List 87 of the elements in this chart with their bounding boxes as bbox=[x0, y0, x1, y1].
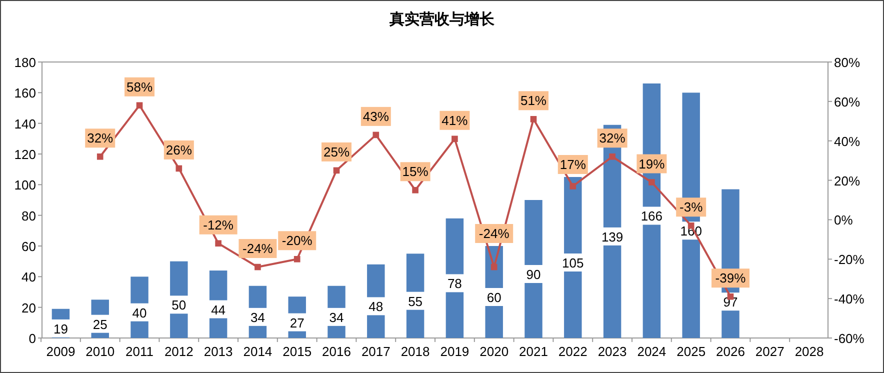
x-tick-label: 2025 bbox=[676, 344, 706, 359]
data-label: 48 bbox=[368, 299, 384, 314]
y2-tick-label: 80% bbox=[834, 55, 860, 70]
data-label: 78 bbox=[447, 276, 462, 292]
data-label: 32% bbox=[599, 130, 626, 146]
data-label: 34 bbox=[250, 310, 265, 325]
y-tick-label: 180 bbox=[14, 55, 36, 70]
point bbox=[570, 183, 576, 190]
point bbox=[333, 167, 340, 174]
x-tick-label: 2026 bbox=[716, 344, 745, 359]
point bbox=[490, 264, 498, 270]
point bbox=[254, 264, 261, 270]
y2-tick-label: 40% bbox=[834, 134, 860, 149]
y-tick-label: 20 bbox=[22, 300, 36, 316]
y-tick-label: 40 bbox=[22, 270, 36, 285]
point bbox=[136, 102, 143, 109]
data-label: 41% bbox=[442, 112, 468, 128]
data-label: 55 bbox=[408, 294, 423, 309]
x-tick-label: 2028 bbox=[794, 344, 824, 359]
y2-tick-label: -20% bbox=[834, 252, 865, 268]
y-tick-label: 100 bbox=[14, 178, 36, 193]
y2-tick-label: 60% bbox=[834, 94, 860, 110]
y2-tick-label: -60% bbox=[834, 331, 865, 346]
point bbox=[648, 179, 655, 186]
point bbox=[372, 132, 380, 138]
data-label: 58% bbox=[126, 79, 153, 94]
y2-tick-label: 20% bbox=[834, 173, 860, 188]
point bbox=[215, 240, 222, 247]
data-label: 34 bbox=[329, 310, 344, 325]
y-tick-label: 140 bbox=[14, 116, 36, 132]
data-label: 19% bbox=[638, 156, 666, 172]
x-tick-label: 2011 bbox=[126, 344, 154, 359]
y-tick-label: 160 bbox=[14, 86, 36, 101]
x-tick-label: 2027 bbox=[755, 344, 784, 359]
point bbox=[176, 165, 182, 172]
data-label: 44 bbox=[211, 302, 226, 318]
data-label: 60 bbox=[486, 290, 502, 305]
x-tick-label: 2010 bbox=[86, 344, 115, 359]
y-tick-label: 60 bbox=[22, 239, 36, 254]
x-tick-label: 2016 bbox=[322, 344, 351, 359]
data-label: 25% bbox=[323, 144, 350, 160]
data-label: 25 bbox=[92, 316, 108, 332]
data-label: -24% bbox=[242, 241, 274, 256]
y-tick-label: 120 bbox=[14, 147, 36, 162]
data-label: 50 bbox=[172, 298, 186, 313]
data-label: 19 bbox=[53, 321, 68, 336]
y-tick-label: 80 bbox=[22, 208, 36, 224]
x-tick-label: 2018 bbox=[400, 344, 430, 359]
data-label: 26% bbox=[166, 142, 192, 158]
x-tick-label: 2013 bbox=[204, 344, 233, 359]
data-label: 105 bbox=[562, 256, 584, 270]
data-label: -24% bbox=[478, 226, 510, 241]
chart-title: 真实营收与增长 bbox=[388, 10, 496, 28]
data-label: -3% bbox=[680, 200, 704, 215]
data-label: -20% bbox=[282, 233, 313, 248]
point bbox=[452, 136, 458, 142]
x-tick-label: 2019 bbox=[440, 344, 470, 359]
y2-tick-label: -40% bbox=[834, 292, 865, 307]
point bbox=[96, 153, 104, 160]
x-tick-label: 2009 bbox=[46, 344, 76, 359]
x-tick-label: 2022 bbox=[558, 344, 588, 359]
x-tick-label: 2024 bbox=[637, 344, 666, 359]
data-label: 27 bbox=[290, 315, 304, 330]
data-label: -39% bbox=[715, 270, 746, 286]
x-tick-label: 2017 bbox=[361, 344, 390, 359]
point bbox=[609, 153, 616, 160]
y2-tick-label: 0% bbox=[834, 212, 854, 228]
point bbox=[412, 186, 418, 194]
data-label: 90 bbox=[526, 267, 541, 282]
data-label: 51% bbox=[520, 93, 547, 108]
x-tick-label: 2012 bbox=[164, 344, 194, 359]
x-tick-label: 2021 bbox=[519, 344, 548, 359]
x-tick-label: 2020 bbox=[480, 344, 509, 359]
data-label: 17% bbox=[560, 157, 586, 172]
data-label: -12% bbox=[203, 217, 234, 232]
data-label: 139 bbox=[601, 229, 624, 244]
data-label: 15% bbox=[402, 164, 429, 180]
data-label: 40 bbox=[132, 305, 147, 320]
data-label: 166 bbox=[640, 208, 663, 224]
data-label: 43% bbox=[362, 108, 390, 124]
x-tick-label: 2014 bbox=[243, 344, 272, 359]
x-tick-label: 2015 bbox=[282, 344, 312, 359]
point bbox=[294, 256, 300, 262]
x-tick-label: 2023 bbox=[598, 344, 627, 359]
point bbox=[530, 116, 537, 122]
data-label: 32% bbox=[87, 130, 114, 146]
y-tick-label: 0 bbox=[28, 331, 36, 346]
